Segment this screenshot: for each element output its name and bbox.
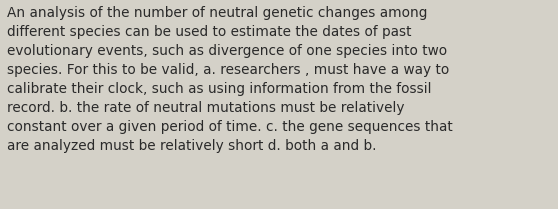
Text: An analysis of the number of neutral genetic changes among
different species can: An analysis of the number of neutral gen…	[7, 6, 453, 153]
